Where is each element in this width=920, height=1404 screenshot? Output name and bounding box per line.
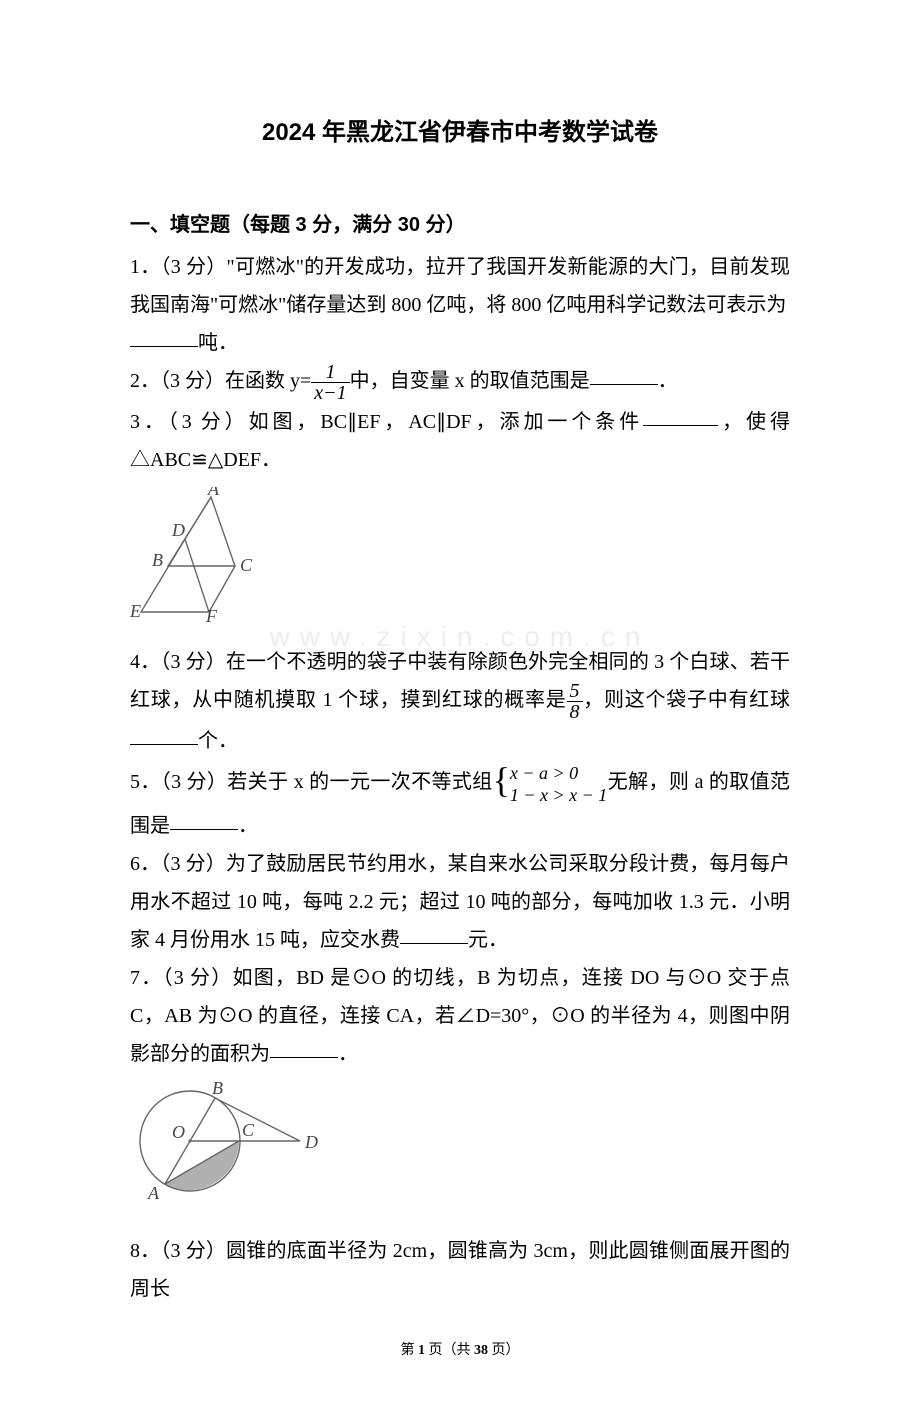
q5-a: 5．（3 分）若关于 x 的一元一次不等式组 — [130, 771, 493, 793]
q8-a: 8．（3 分）圆锥的底面半径为 2cm，圆锥高为 3cm，则此圆锥侧面展开图的周… — [130, 1240, 790, 1300]
q1-blank — [130, 327, 198, 347]
q7-b: ． — [338, 1043, 358, 1065]
exam-title: 2024 年黑龙江省伊春市中考数学试卷 — [130, 110, 790, 156]
q2-frac-num: 1 — [311, 362, 349, 383]
q5-brace: {x − a > 01 − x > x − 1 — [493, 760, 608, 807]
q2-c: ． — [658, 370, 678, 392]
q2-fraction: 1x−1 — [311, 362, 349, 403]
question-4: 4．（3 分）在一个不透明的袋子中装有除颜色外完全相同的 3 个白球、若干红球，… — [130, 643, 790, 760]
q7-label-a: A — [147, 1183, 160, 1203]
q7-a: 7．（3 分）如图，BD 是⊙O 的切线，B 为切点，连接 DO 与⊙O 交于点… — [130, 967, 790, 1065]
q7-label-d: D — [304, 1132, 318, 1152]
q2-b: 中，自变量 x 的取值范围是 — [350, 370, 590, 392]
question-2: 2．（3 分）在函数 y=1x−1中，自变量 x 的取值范围是 ． — [130, 362, 790, 403]
question-5: 5．（3 分）若关于 x 的一元一次不等式组{x − a > 01 − x > … — [130, 760, 790, 845]
q3-blank — [643, 406, 718, 426]
section-1-heading: 一、填空题（每题 3 分，满分 30 分） — [130, 206, 790, 244]
q5-row1: x − a > 0 — [510, 763, 607, 785]
question-6: 6．（3 分）为了鼓励居民节约用水，某自来水公司采取分段计费，每月每户用水不超过… — [130, 845, 790, 959]
q2-blank — [590, 365, 658, 385]
q4-frac-den: 8 — [567, 702, 583, 722]
q3-label-f: F — [205, 606, 218, 622]
q4-blank — [130, 725, 198, 745]
q3-label-a: A — [207, 487, 220, 499]
q7-label-o: O — [172, 1122, 185, 1142]
q4-c: 个． — [198, 730, 238, 752]
question-7: 7．（3 分）如图，BD 是⊙O 的切线，B 为切点，连接 DO 与⊙O 交于点… — [130, 959, 790, 1073]
footer-a: 第 — [401, 1343, 419, 1358]
q3-a: 3．（3 分）如图，BC∥EF，AC∥DF，添加一个条件 — [130, 411, 643, 433]
q4-fraction: 58 — [567, 681, 583, 722]
q7-blank — [270, 1038, 338, 1058]
q3-label-e: E — [130, 601, 141, 621]
q5-row2: 1 − x > x − 1 — [510, 785, 607, 807]
footer-b: 页（共 — [425, 1343, 474, 1358]
q2-a: 2．（3 分）在函数 y= — [130, 370, 311, 392]
q6-b: 元． — [468, 929, 508, 951]
question-1: 1．（3 分）"可燃冰"的开发成功，拉开了我国开发新能源的大门，目前发现我国南海… — [130, 248, 790, 362]
q7-figure: B O C D A — [130, 1081, 790, 1224]
q1-text: 1．（3 分）"可燃冰"的开发成功，拉开了我国开发新能源的大门，目前发现我国南海… — [130, 256, 790, 316]
q4-frac-num: 5 — [567, 681, 583, 702]
q3-label-c: C — [240, 555, 253, 575]
footer-total: 38 — [474, 1343, 488, 1358]
q2-frac-den: x−1 — [311, 383, 349, 403]
q7-label-b: B — [212, 1081, 223, 1098]
q7-label-c: C — [242, 1120, 255, 1140]
q6-blank — [400, 924, 468, 944]
q3-figure: A D B C E F — [130, 487, 790, 635]
q4-b: ，则这个袋子中有红球 — [583, 689, 791, 711]
page-footer: 第 1 页（共 38 页） — [130, 1338, 790, 1365]
question-3: 3．（3 分）如图，BC∥EF，AC∥DF，添加一个条件，使得△ABC≌△DEF… — [130, 403, 790, 479]
q5-blank — [170, 810, 238, 830]
footer-c: 页） — [488, 1343, 520, 1358]
question-8: 8．（3 分）圆锥的底面半径为 2cm，圆锥高为 3cm，则此圆锥侧面展开图的周… — [130, 1232, 790, 1308]
q3-label-b: B — [152, 550, 163, 570]
footer-page: 1 — [418, 1343, 425, 1358]
q3-label-d: D — [171, 520, 185, 540]
q5-c: ． — [238, 815, 258, 837]
q1-unit: 吨． — [198, 332, 238, 354]
